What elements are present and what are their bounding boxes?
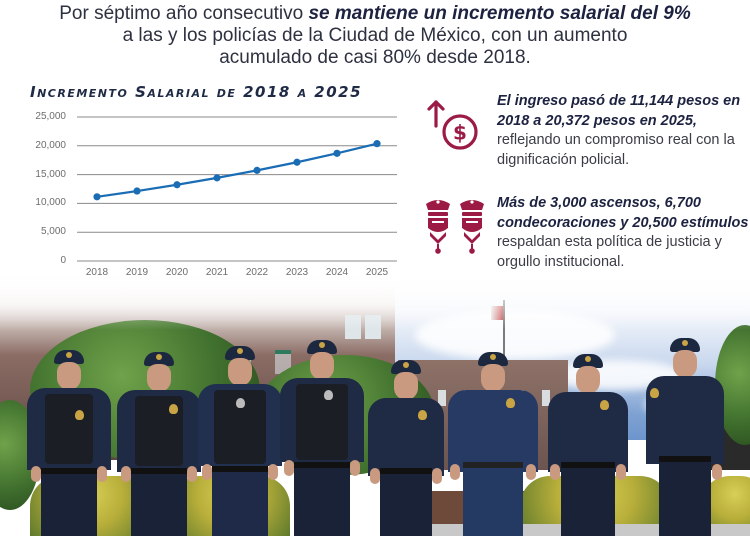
police-group-photo	[0, 270, 750, 536]
y-tick-label: 15,000	[35, 168, 66, 180]
income-bold-text: El ingreso pasó de 11,144 pesos en 2018 …	[497, 93, 741, 129]
headline-regular: Por séptimo año consecutivo	[59, 3, 309, 24]
info-promotions: Más de 3,000 ascensos, 6,700 condecoraci…	[424, 194, 750, 274]
salary-line-chart: 0 5,000 10,000 15,000 20,000 25,000 2018 2019 2…	[0, 100, 410, 285]
police-officer	[280, 340, 364, 536]
headline: Por séptimo año consecutivo se mantiene …	[0, 3, 750, 69]
y-tick-label: 20,000	[35, 139, 66, 151]
data-point	[133, 187, 141, 195]
police-officer	[448, 352, 538, 536]
x-tick-label: 2020	[165, 267, 189, 278]
x-tick-label: 2021	[205, 267, 229, 278]
data-point	[93, 193, 101, 201]
svg-text:$: $	[453, 121, 467, 145]
income-regular-text: reflejando un compromiso real con la dig…	[497, 132, 735, 168]
x-tick-label: 2019	[125, 267, 149, 278]
promotions-bold-text: Más de 3,000 ascensos, 6,700 condecoraci…	[497, 195, 749, 231]
data-point	[173, 181, 181, 189]
salary-line	[96, 142, 378, 198]
y-tick-label: 5,000	[40, 226, 66, 238]
chart-plot-area	[77, 116, 397, 262]
x-tick-label: 2025	[365, 267, 389, 278]
x-tick-label: 2018	[85, 267, 109, 278]
promotions-regular-text: respaldan esta política de justicia y or…	[497, 234, 722, 270]
police-officer	[548, 354, 628, 536]
x-tick-label: 2023	[285, 267, 309, 278]
data-point	[253, 166, 261, 174]
headline-line2: a las y los policías de la Ciudad de Méx…	[122, 25, 628, 46]
y-tick-label: 10,000	[35, 197, 66, 209]
headline-bold: se mantiene un incremento salarial del 9…	[308, 3, 691, 24]
police-officer	[117, 352, 201, 536]
data-point	[293, 158, 301, 166]
info-income: $ El ingreso pasó de 11,144 pesos en 201…	[424, 92, 750, 172]
police-officer	[198, 346, 282, 536]
x-tick-label: 2022	[245, 267, 269, 278]
headline-line3: acumulado de casi 80% desde 2018.	[219, 47, 531, 68]
police-officer	[368, 360, 444, 536]
data-point	[333, 149, 341, 157]
y-tick-label: 0	[60, 255, 66, 266]
x-tick-label: 2024	[325, 267, 349, 278]
chart-title: Incremento Salarial de 2018 a 2025	[30, 83, 363, 101]
data-point	[373, 140, 381, 148]
money-up-arrow-icon: $	[427, 100, 478, 150]
police-insignia-icon	[426, 200, 484, 254]
data-point	[213, 174, 221, 182]
y-tick-label: 25,000	[35, 111, 66, 122]
police-officer	[27, 350, 111, 536]
police-officer	[646, 338, 724, 536]
